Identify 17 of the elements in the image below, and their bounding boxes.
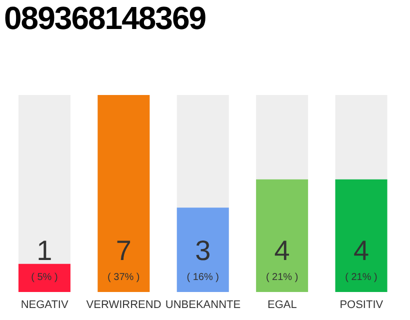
annotation: ( 21% ) (345, 272, 378, 283)
x-tick-label: UNBEKANNTE (165, 298, 241, 311)
data-label: 3 (195, 235, 211, 266)
x-tick-label: VERWIRREND (86, 298, 162, 311)
annotation: ( 37% ) (108, 272, 140, 283)
annotation: ( 5% ) (31, 272, 58, 283)
x-tick-label: POSITIV (340, 298, 384, 311)
x-tick-label: NEGATIV (20, 298, 69, 311)
data-label: 7 (116, 235, 132, 266)
data-label: 1 (36, 235, 52, 266)
chart-title: 089368148369 (4, 0, 206, 37)
x-tick-label: EGAL (268, 298, 297, 311)
annotation: ( 16% ) (186, 272, 219, 283)
bar (18, 264, 70, 292)
data-label: 4 (274, 235, 290, 266)
data-label: 4 (353, 235, 370, 266)
annotation: ( 21% ) (266, 272, 298, 283)
